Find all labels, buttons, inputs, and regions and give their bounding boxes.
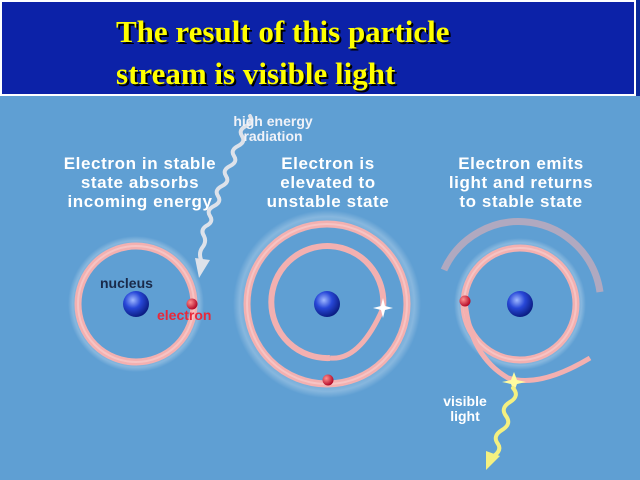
- electron-1: [186, 298, 198, 310]
- nucleus-label: nucleus: [100, 275, 153, 291]
- title-line-1: The result of this particle: [116, 14, 450, 49]
- radiation-wave: [198, 114, 254, 264]
- visible-light-label-line-2: light: [450, 408, 480, 424]
- electron-2: [322, 374, 334, 386]
- energy-spark-2: [373, 298, 393, 318]
- step-3-line-1: Electron emits: [458, 154, 584, 173]
- step-1-caption: Electron in stable state absorbs incomin…: [40, 154, 240, 211]
- step-2-line-1: Electron is: [281, 154, 375, 173]
- radiation-label: high energy radiation: [218, 114, 328, 144]
- step-1-line-1: Electron in stable: [63, 154, 217, 173]
- atom-1-stable: [68, 236, 204, 372]
- emission-spark-3: [502, 372, 526, 392]
- electron-excitation-diagram: high energy radiation Electron in stable…: [0, 96, 640, 480]
- radiation-arrow: [195, 114, 254, 278]
- step-3-line-3: to stable state: [459, 192, 583, 211]
- step-2-line-2: elevated to: [280, 173, 376, 192]
- fading-outer-orbit-3: [440, 218, 604, 293]
- nucleus-2: [314, 291, 340, 317]
- step-2-caption: Electron is elevated to unstable state: [228, 154, 428, 211]
- radiation-arrowhead: [195, 258, 210, 278]
- atom-2-unstable: [233, 210, 421, 398]
- visible-light-label: visible light: [430, 394, 500, 424]
- return-path-3: [462, 300, 592, 383]
- step-1-line-3: incoming energy: [67, 192, 213, 211]
- nucleus-1: [123, 291, 149, 317]
- nucleus-3: [507, 291, 533, 317]
- electron-label: electron: [157, 307, 212, 323]
- diagram-graphics: [68, 114, 604, 470]
- inner-orbit-2: [268, 243, 387, 362]
- step-2-line-3: unstable state: [266, 192, 390, 211]
- transition-path-2: [329, 307, 386, 361]
- atom-3-emitting: [440, 218, 604, 470]
- visible-light-arrowhead: [486, 451, 500, 470]
- title-line-2: stream is visible light: [116, 56, 396, 91]
- radiation-label-line-1: high energy: [233, 113, 313, 129]
- electron-3: [459, 295, 471, 307]
- step-3-caption: Electron emits light and returns to stab…: [421, 154, 621, 211]
- visible-light-wave: [492, 386, 518, 458]
- title-bar: The result of this particle stream is vi…: [0, 0, 636, 96]
- step-1-line-2: state absorbs: [80, 173, 200, 192]
- step-3-line-2: light and returns: [448, 173, 594, 192]
- radiation-label-line-2: radiation: [243, 128, 303, 144]
- visible-light-label-line-1: visible: [443, 393, 487, 409]
